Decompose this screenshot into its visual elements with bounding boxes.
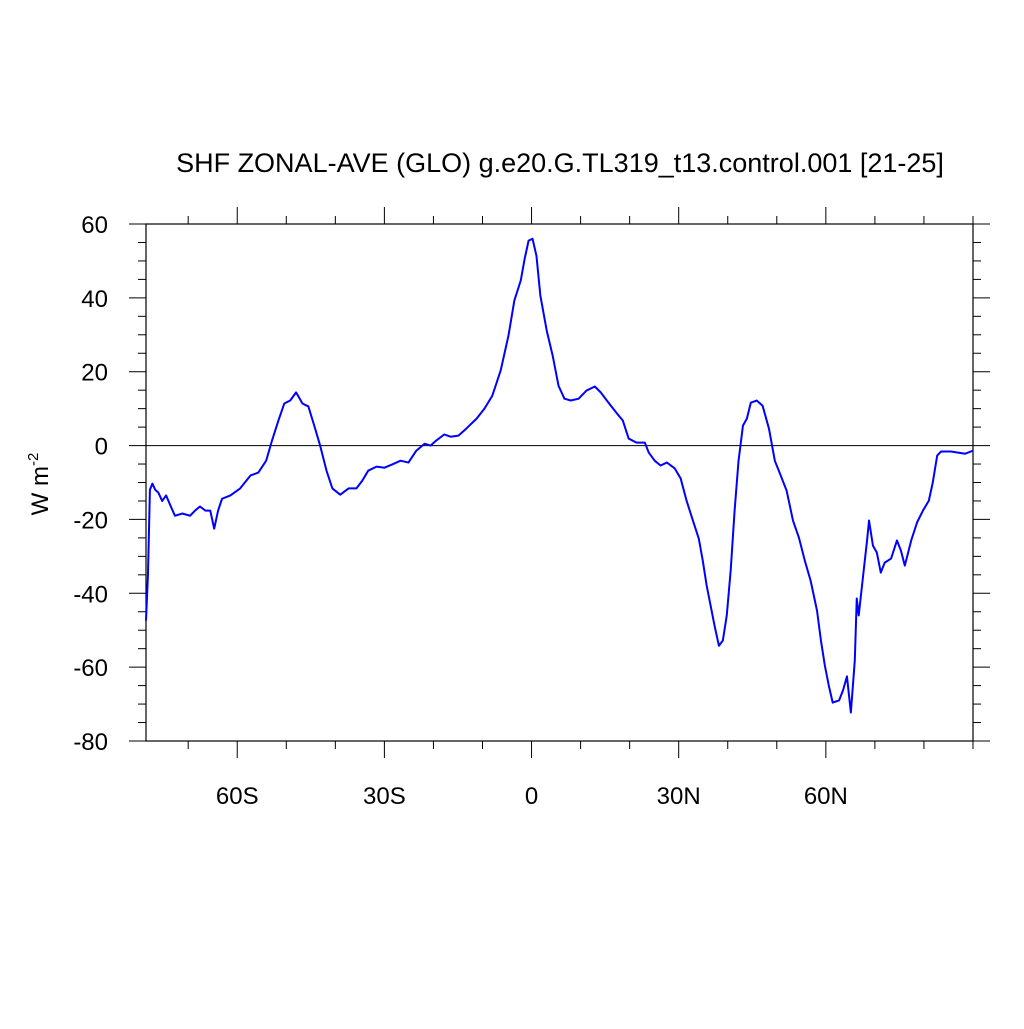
y-tick-label: -40 xyxy=(73,581,108,608)
x-tick-label: 0 xyxy=(525,783,538,810)
y-tick-label: 40 xyxy=(81,286,108,313)
y-axis-label-superscript: -2 xyxy=(25,453,42,466)
data-line xyxy=(145,237,974,714)
y-axis-label: W m-2 xyxy=(25,453,54,516)
y-tick-label: 20 xyxy=(81,360,108,387)
y-tick-label: 0 xyxy=(95,434,108,461)
y-tick-label: 60 xyxy=(81,212,108,239)
plot-frame xyxy=(145,223,974,742)
chart-title: SHF ZONAL-AVE (GLO) g.e20.G.TL319_t13.co… xyxy=(176,148,944,178)
x-tick-label: 30S xyxy=(363,783,406,810)
y-tick-label: -80 xyxy=(73,729,108,756)
y-tick-label: -20 xyxy=(73,507,108,534)
y-tick-label: -60 xyxy=(73,655,108,682)
y-axis-label-text: W m xyxy=(27,466,54,515)
x-tick-label: 60N xyxy=(804,783,848,810)
x-tick-label: 60S xyxy=(216,783,259,810)
x-tick-label: 30N xyxy=(657,783,701,810)
